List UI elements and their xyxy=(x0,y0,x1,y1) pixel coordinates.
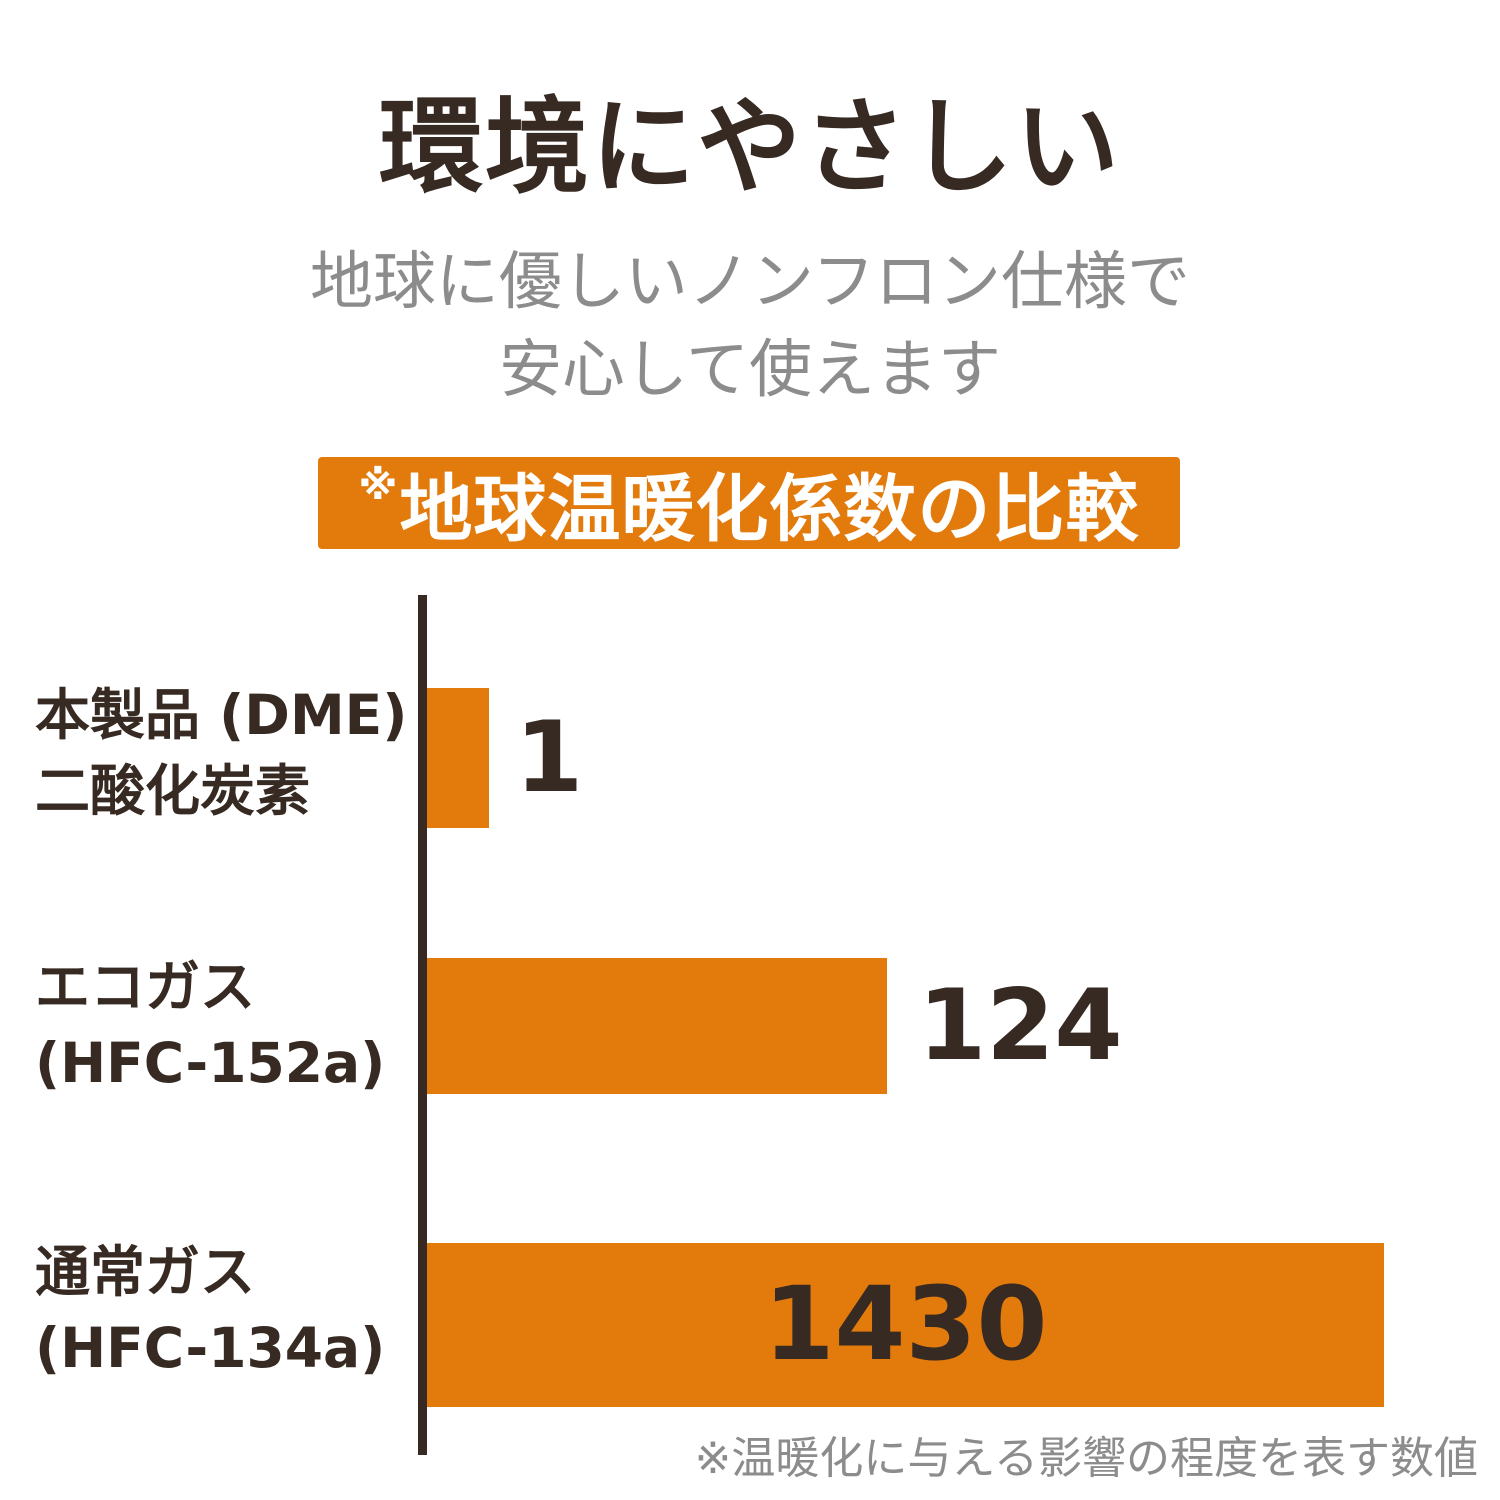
bar-value-dme: 1 xyxy=(515,701,584,815)
bar-chart: 本製品 (DME) 二酸化炭素 1 エコガス (HFC-152a) 124 通常… xyxy=(0,595,1500,1455)
reference-mark: ※ xyxy=(358,463,398,509)
category-label-normalgas-line1: 通常ガス xyxy=(35,1240,256,1304)
y-axis-line xyxy=(418,595,427,1455)
category-label-dme-line1: 本製品 (DME) xyxy=(35,683,408,747)
bar-dme xyxy=(427,688,489,828)
category-label-dme: 本製品 (DME) 二酸化炭素 xyxy=(35,678,415,830)
subtitle-line1: 地球に優しいノンフロン仕様で xyxy=(309,245,1191,318)
subtitle: 地球に優しいノンフロン仕様で 安心して使えます xyxy=(0,238,1500,414)
category-label-ecogas-line2: (HFC-152a) xyxy=(35,1030,386,1095)
bar-ecogas xyxy=(427,958,887,1094)
bar-value-ecogas: 124 xyxy=(918,969,1123,1083)
bar-normalgas: 1430 xyxy=(427,1243,1384,1407)
category-label-ecogas: エコガス (HFC-152a) xyxy=(35,950,415,1102)
category-label-ecogas-line1: エコガス xyxy=(35,955,256,1019)
page-title: 環境にやさしい xyxy=(378,86,1121,208)
category-label-dme-line2: 二酸化炭素 xyxy=(35,758,311,823)
category-label-normalgas: 通常ガス (HFC-134a) xyxy=(35,1235,415,1387)
chart-title: 地球温暖化係数の比較 xyxy=(399,467,1140,552)
subtitle-line2: 安心して使えます xyxy=(498,333,1002,407)
footnote: ※温暖化に与える影響の程度を表す数値 xyxy=(694,1433,1478,1484)
chart-title-banner: ※ 地球温暖化係数の比較 xyxy=(318,457,1180,552)
category-label-normalgas-line2: (HFC-134a) xyxy=(35,1315,386,1380)
bar-value-normalgas: 1430 xyxy=(763,1265,1048,1384)
